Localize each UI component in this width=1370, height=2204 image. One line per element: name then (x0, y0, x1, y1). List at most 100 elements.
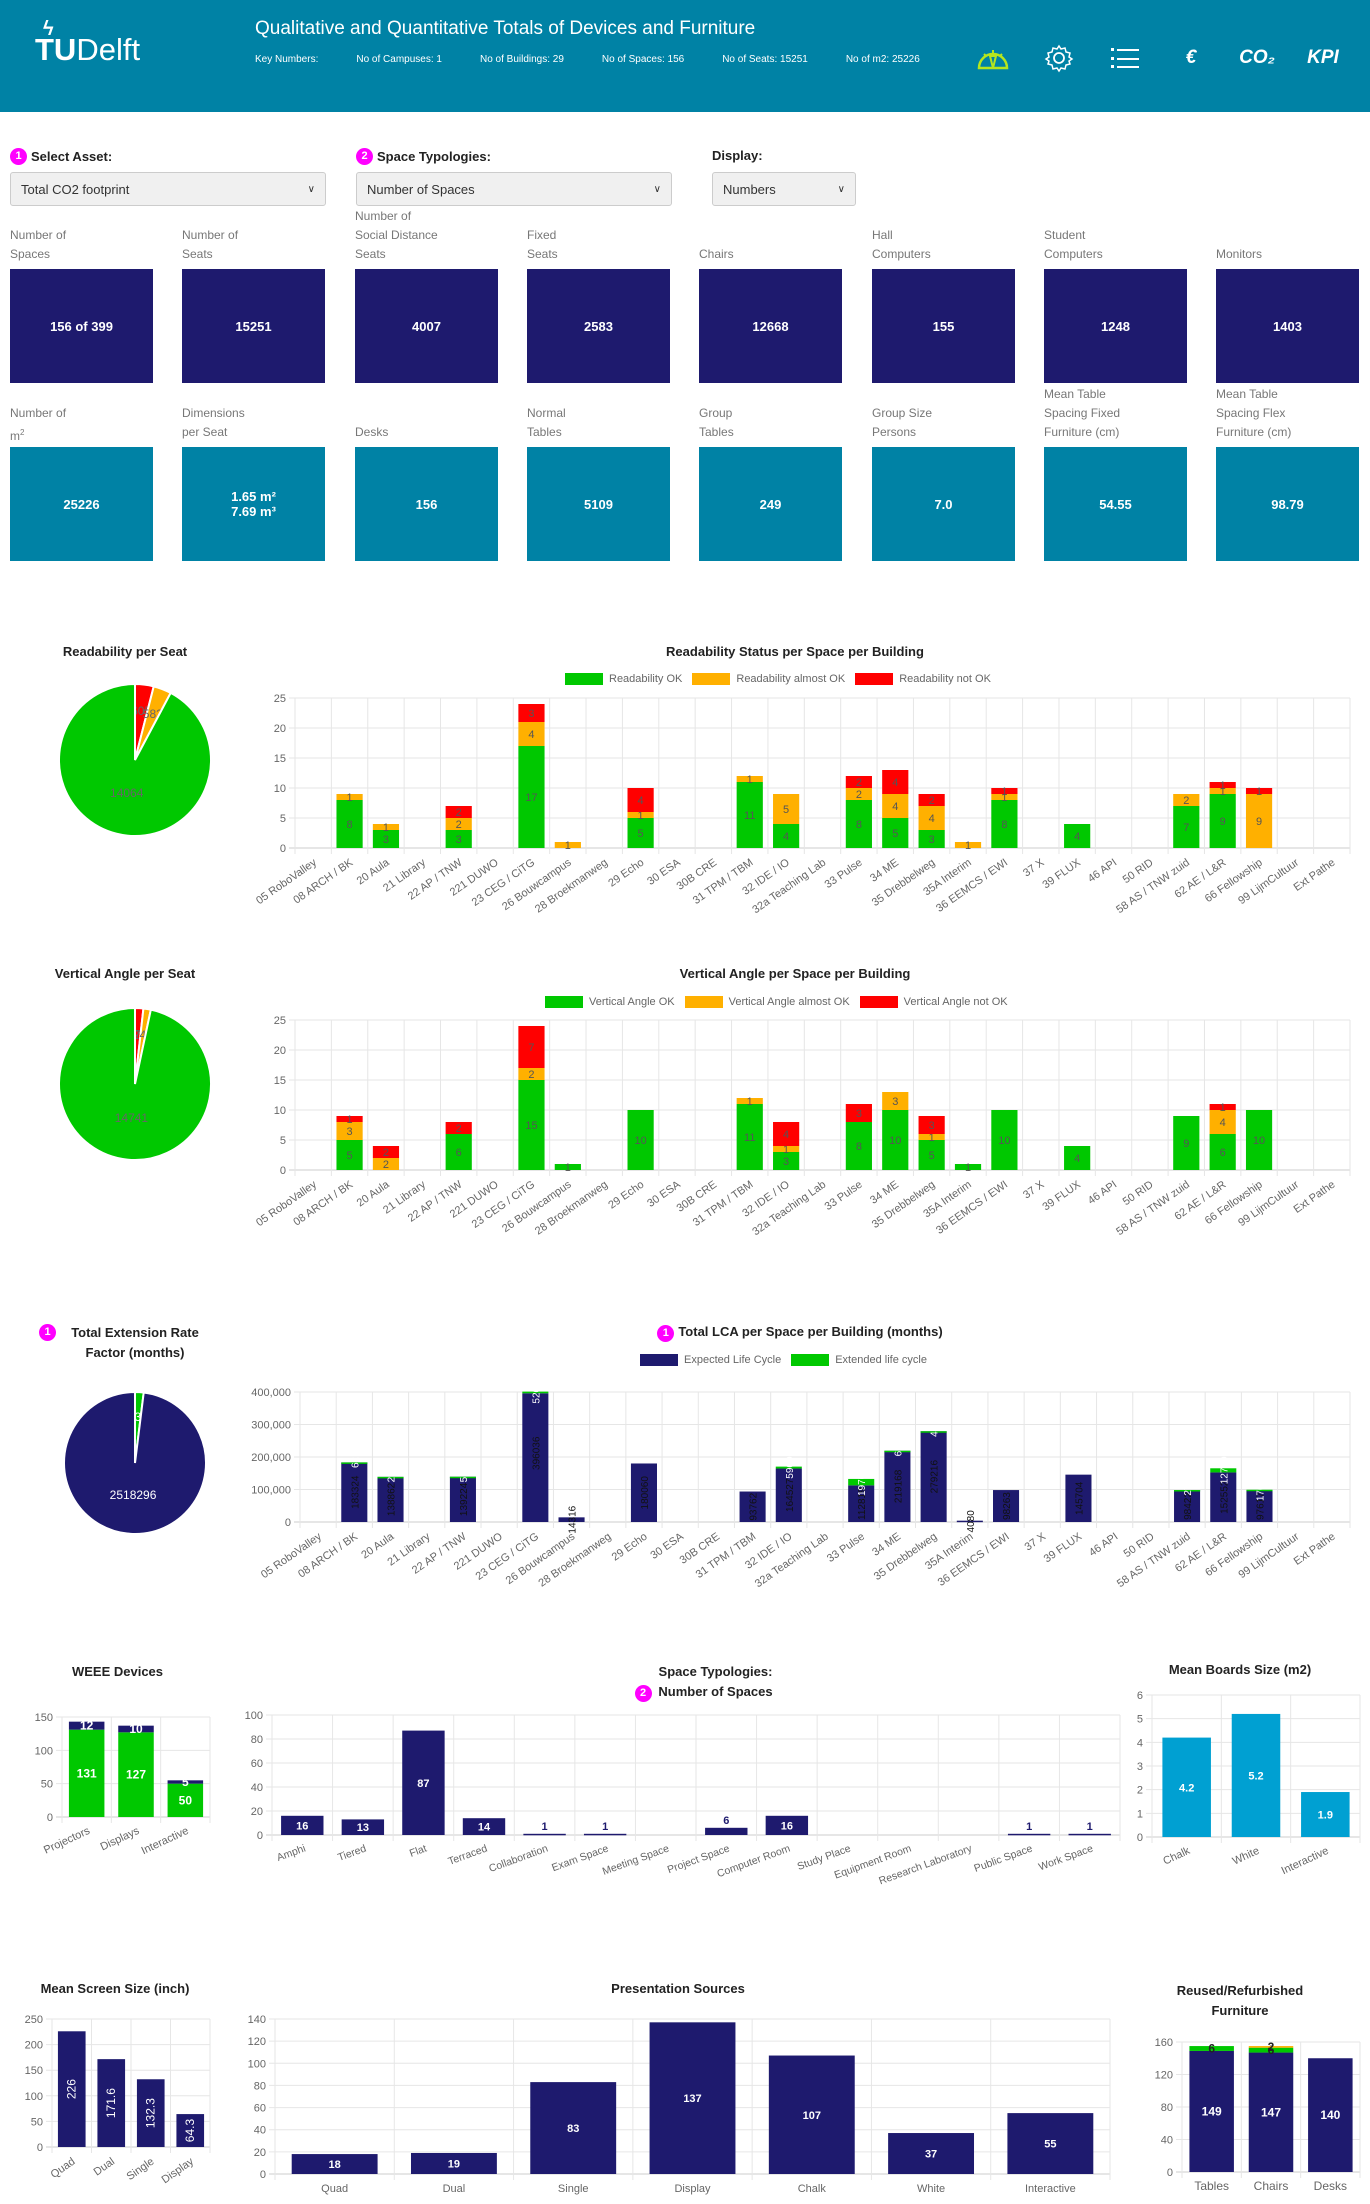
metric-secondary-tile[interactable]: 54.55 (1044, 447, 1187, 561)
legend-swatch[interactable] (565, 673, 603, 685)
x-tick-label: Amphi (275, 1843, 307, 1864)
metric-secondary-tile[interactable]: 98.79 (1216, 447, 1359, 561)
bar (1173, 1116, 1200, 1170)
bar-value-label: 14 (478, 1822, 491, 1834)
page-title: Qualitative and Quantitative Totals of D… (255, 18, 756, 39)
metric-tile[interactable]: 156 of 399 (10, 269, 153, 383)
bar-value-label: 8 (856, 1141, 862, 1153)
metric-tile[interactable]: 155 (872, 269, 1015, 383)
legend-swatch[interactable] (791, 1354, 830, 1366)
legend-label[interactable]: Expected Life Cycle (684, 1354, 782, 1366)
metric-value: 15251 (235, 318, 272, 334)
bar-value-label: 16 (296, 1820, 308, 1832)
bar-value-label: 6 (1208, 2042, 1215, 2056)
bar (918, 830, 945, 848)
tudelft-logo[interactable]: ϟ TUDelft (35, 18, 165, 78)
bar (884, 1450, 911, 1522)
bar (649, 2022, 736, 2174)
bar (449, 1476, 476, 1522)
legend-swatch[interactable] (859, 996, 898, 1008)
legend-swatch[interactable] (692, 673, 731, 685)
bar (518, 1080, 545, 1170)
space-typologies-dropdown[interactable]: Number of Spaces ∨ (356, 172, 672, 206)
bar (1065, 1474, 1092, 1522)
legend-swatch[interactable] (855, 673, 894, 685)
metric-secondary-tile[interactable]: 7.0 (872, 447, 1015, 561)
y-tick-label: 40 (1161, 2135, 1173, 2147)
metric-tile[interactable]: 4007 (355, 269, 498, 383)
bar-value-label: 6 (456, 1147, 462, 1159)
bar (445, 830, 472, 848)
legend-label[interactable]: Vertical Angle OK (589, 996, 675, 1008)
vertical-legend: Vertical Angle OK Vertical Angle almost O… (535, 996, 1008, 1008)
bar (1209, 1134, 1236, 1170)
bar (1246, 1490, 1273, 1522)
bar (991, 1110, 1018, 1170)
metric-secondary-label: Normal Tables (527, 406, 566, 439)
bar-value-label: 2 (528, 1069, 534, 1081)
legend-swatch[interactable] (640, 1354, 678, 1366)
metric-tile[interactable]: 2583 (527, 269, 670, 383)
legend-label[interactable]: Readability OK (609, 673, 683, 685)
select-asset-dropdown[interactable]: Total CO2 footprint ∨ (10, 172, 326, 206)
display-dropdown[interactable]: Numbers ∨ (712, 172, 856, 206)
lca-bar-chart: 0 100,000 200,000 300,000 400,000 05 RoboVall… (251, 1381, 1351, 1590)
settings-gear-icon[interactable] (1026, 40, 1092, 76)
metric-secondary-label: Group Tables (699, 406, 734, 439)
metric-tile[interactable]: 1403 (1216, 269, 1359, 383)
metric-secondary-tile[interactable]: 1.65 m² 7.69 m³ (182, 447, 325, 561)
legend-swatch[interactable] (545, 996, 583, 1008)
legend-label[interactable]: Readability not OK (899, 673, 991, 685)
bar (583, 1833, 627, 1836)
bar-value-label: 11 (744, 810, 755, 822)
typology-bar-title-text: Space Typologies: Number of Spaces (658, 1664, 773, 1699)
chevron-down-icon: ∨ (307, 183, 315, 195)
legend-label[interactable]: Extended life cycle (835, 1354, 927, 1366)
dashboard-gauge-icon[interactable] (960, 40, 1026, 76)
bar (445, 806, 472, 818)
legend-label[interactable]: Readability almost OK (736, 673, 846, 685)
bar (1189, 2050, 1234, 2172)
bar-value-label: 171.6 (104, 2088, 118, 2118)
legend-label[interactable]: Vertical Angle not OK (903, 996, 1008, 1008)
bar (554, 842, 581, 848)
list-icon[interactable] (1092, 40, 1158, 76)
co2-icon[interactable]: CO₂ (1239, 47, 1275, 68)
metric-secondary-tile[interactable]: 25226 (10, 447, 153, 561)
select-asset-label-text: Select Asset: (31, 149, 113, 164)
y-tick-label: 10 (274, 1105, 286, 1117)
bar-value-label: 3 (892, 1096, 898, 1108)
bar-value-label: 3 (856, 1108, 862, 1120)
y-tick-label: 400,000 (251, 1387, 291, 1399)
key-numbers-label: Key Numbers: (255, 54, 319, 65)
metric-secondary-tile[interactable]: 249 (699, 447, 842, 561)
euro-icon[interactable]: € (1185, 47, 1197, 68)
y-tick-label: 2 (1137, 1785, 1143, 1797)
kpi-icon[interactable]: KPI (1307, 47, 1339, 68)
bar-value-label: 54 (459, 1471, 470, 1483)
metric-tile[interactable]: 1248 (1044, 269, 1187, 383)
pie-slice (58, 1006, 212, 1161)
metric-secondary-tile[interactable]: 156 (355, 447, 498, 561)
metric-tile[interactable]: 15251 (182, 269, 325, 383)
legend-label[interactable]: Vertical Angle almost OK (728, 996, 850, 1008)
x-tick-label: 33 Pulse (823, 857, 865, 891)
metric-secondary-tile[interactable]: 5109 (527, 447, 670, 561)
metric-label: Chairs (699, 247, 734, 261)
legend-swatch[interactable] (684, 996, 723, 1008)
bar (518, 722, 545, 746)
bar-value-label: 3 (528, 708, 534, 720)
bar-value-label: 97617 (1255, 1492, 1266, 1520)
display-value: Numbers (723, 181, 776, 197)
x-tick-label: 05 RoboValley (254, 1178, 319, 1229)
bar (462, 1818, 506, 1835)
metric-tile[interactable]: 12668 (699, 269, 842, 383)
chevron-down-icon: ∨ (653, 183, 661, 195)
lca-bar-title-text: Total LCA per Space per Building (months… (678, 1324, 943, 1339)
key-numbers: Key Numbers: No of Campuses: 1 No of Bui… (255, 54, 958, 65)
bar-value-label: 28 (387, 1471, 398, 1483)
bar-value-label: 132.3 (144, 2098, 158, 2128)
bar (68, 1721, 105, 1730)
